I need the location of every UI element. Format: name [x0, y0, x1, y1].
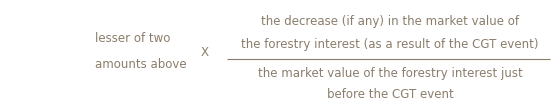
Text: amounts above: amounts above — [95, 58, 186, 72]
Text: lesser of two: lesser of two — [95, 32, 170, 46]
Text: the forestry interest (as a result of the CGT event): the forestry interest (as a result of th… — [241, 38, 539, 51]
Text: the decrease (if any) in the market value of: the decrease (if any) in the market valu… — [261, 14, 519, 27]
Text: X: X — [201, 46, 209, 58]
Text: the market value of the forestry interest just: the market value of the forestry interes… — [258, 67, 522, 80]
Text: before the CGT event: before the CGT event — [326, 87, 453, 100]
